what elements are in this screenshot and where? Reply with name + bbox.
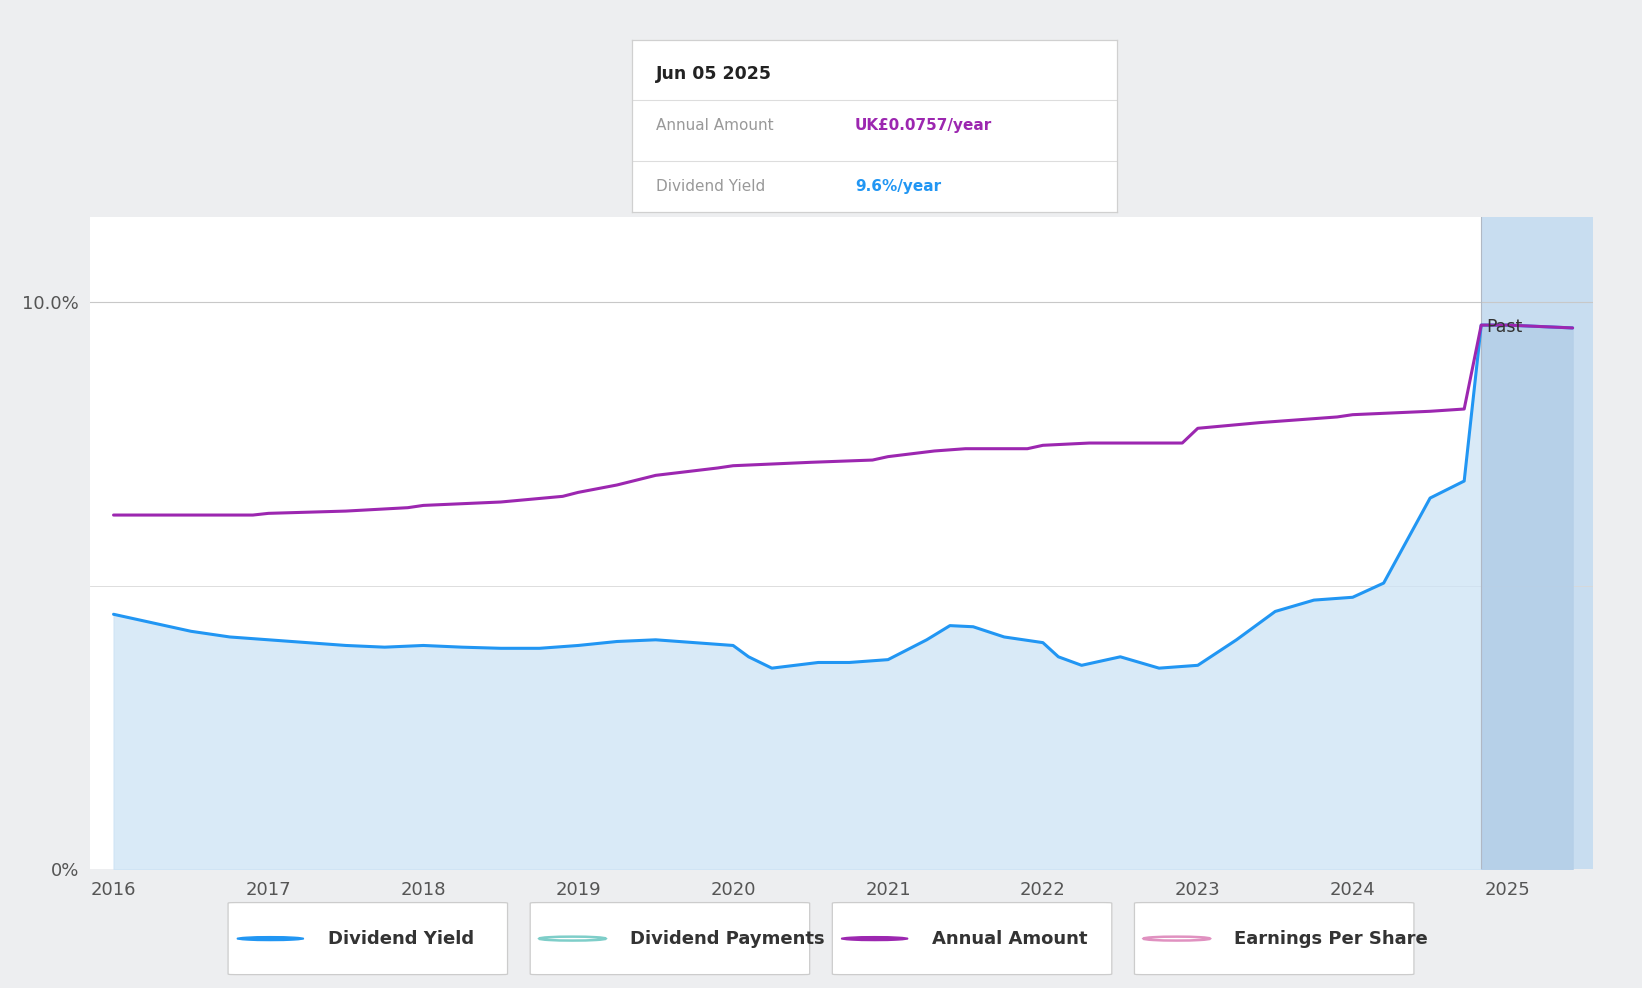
Text: Past: Past xyxy=(1486,318,1522,336)
Text: Annual Amount: Annual Amount xyxy=(657,119,773,133)
Text: Earnings Per Share: Earnings Per Share xyxy=(1235,930,1429,947)
Text: 9.6%/year: 9.6%/year xyxy=(855,179,941,194)
FancyBboxPatch shape xyxy=(530,903,810,974)
FancyBboxPatch shape xyxy=(832,903,1112,974)
Text: Dividend Yield: Dividend Yield xyxy=(657,179,765,194)
FancyBboxPatch shape xyxy=(228,903,507,974)
Text: Annual Amount: Annual Amount xyxy=(933,930,1087,947)
Circle shape xyxy=(236,937,304,941)
Text: Dividend Yield: Dividend Yield xyxy=(328,930,475,947)
Circle shape xyxy=(841,937,908,941)
Bar xyxy=(1481,217,1593,869)
Text: UK£0.0757/year: UK£0.0757/year xyxy=(855,119,992,133)
FancyBboxPatch shape xyxy=(1135,903,1414,974)
Text: Dividend Payments: Dividend Payments xyxy=(631,930,824,947)
Text: Jun 05 2025: Jun 05 2025 xyxy=(657,65,772,83)
Bar xyxy=(90,217,1481,869)
